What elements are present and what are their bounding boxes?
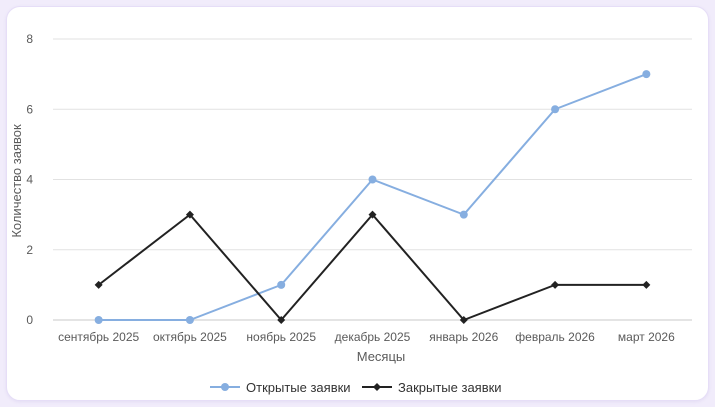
legend-item-2: Закрытые заявки [362, 380, 502, 395]
x-axis-title: Месяцы [357, 349, 406, 364]
data-point [94, 280, 103, 289]
y-tick-label: 8 [26, 32, 33, 46]
data-point [277, 316, 286, 324]
chart-card: 0 2 4 6 8 сентябрь 2025 октябрь 2025 ноябрь 20… [6, 6, 709, 401]
x-tick-label: декабрь 2025 [335, 330, 411, 344]
x-tick-label: ноябрь 2025 [246, 330, 316, 344]
legend-swatch-marker [373, 383, 381, 391]
y-tick-label: 4 [26, 173, 33, 187]
data-point [368, 210, 377, 219]
y-tick-label: 6 [26, 102, 33, 116]
legend-label: Открытые заявки [246, 380, 351, 395]
legend: Открытые заявки Закрытые заявки [210, 380, 502, 395]
data-point [459, 210, 468, 219]
series-layer [94, 70, 651, 324]
x-tick-label: февраль 2026 [515, 330, 595, 344]
x-tick-label: октябрь 2025 [153, 330, 227, 344]
data-point [368, 175, 377, 184]
x-tick-label: сентябрь 2025 [58, 330, 139, 344]
y-axis-ticks: 0 2 4 6 8 [26, 32, 33, 327]
data-point [642, 280, 651, 289]
data-point [459, 316, 468, 324]
x-tick-label: январь 2026 [429, 330, 498, 344]
series-line-1 [98, 73, 647, 321]
data-point [94, 316, 103, 324]
data-point [185, 316, 194, 324]
y-tick-label: 0 [26, 313, 33, 327]
line-chart: 0 2 4 6 8 сентябрь 2025 октябрь 2025 ноябрь 20… [9, 32, 692, 395]
legend-item-1: Открытые заявки [210, 380, 351, 395]
y-tick-label: 2 [26, 243, 33, 257]
data-point [551, 105, 560, 114]
legend-swatch-marker [221, 383, 229, 391]
legend-label: Закрытые заявки [398, 380, 502, 395]
data-point [277, 280, 286, 289]
data-point [551, 280, 560, 289]
x-axis-ticks: сентябрь 2025 октябрь 2025 ноябрь 2025 дека… [58, 330, 675, 344]
series-line-2 [98, 213, 647, 321]
data-point [185, 210, 194, 219]
y-axis-title: Количество заявок [9, 124, 24, 238]
x-tick-label: март 2026 [618, 330, 675, 344]
data-point [642, 70, 651, 79]
